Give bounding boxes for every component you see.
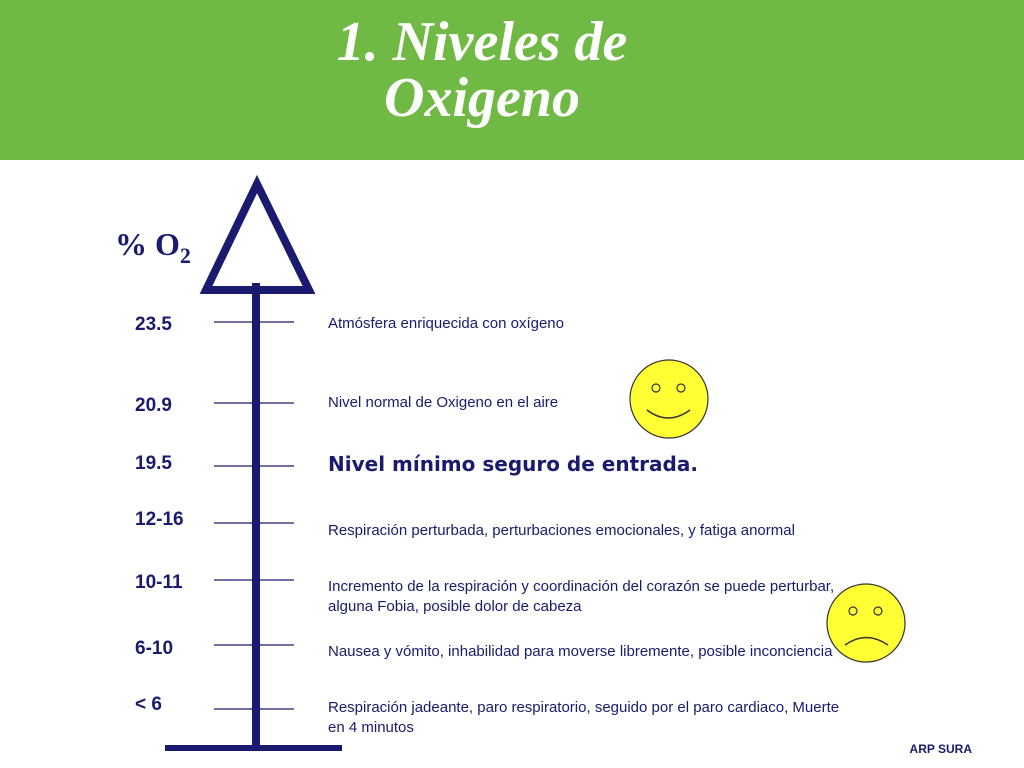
minimum-safe-level-description: Nivel mínimo seguro de entrada.	[328, 452, 698, 476]
level-value: 6-10	[135, 638, 174, 659]
smiley-face-icon	[629, 359, 709, 439]
level-description: Atmósfera enriquecida con oxígeno	[328, 315, 564, 332]
title-line-2: Oxigeno	[384, 67, 580, 129]
level-description: Respiración jadeante, paro respiratorio,…	[328, 699, 840, 736]
sad-face-icon	[826, 583, 906, 663]
level-value: < 6	[135, 694, 162, 715]
arrow-head	[199, 174, 316, 294]
oxygen-percent-prefix: % O	[115, 226, 180, 262]
level-description: Incremento de la respiración y coordinac…	[328, 578, 835, 615]
level-value: 23.5	[135, 314, 172, 335]
title-line-1: 1. Niveles de	[336, 11, 628, 73]
level-value: 12-16	[135, 509, 184, 530]
level-description: Nivel normal de Oxigeno en el aire	[328, 394, 559, 411]
footer-brand: ARP SURA	[909, 742, 972, 756]
level-description: Respiración perturbada, perturbaciones e…	[328, 522, 795, 539]
header-banner: 1. Niveles de Oxigeno	[0, 0, 1024, 160]
oxygen-percent-label: % O2	[115, 226, 191, 269]
level-description: Nausea y vómito, inhabilidad para movers…	[328, 643, 833, 660]
level-value: 19.5	[135, 453, 172, 474]
level-value: 20.9	[135, 395, 172, 416]
slide-title: 1. Niveles de Oxigeno	[0, 14, 964, 126]
level-value: 10-11	[135, 572, 183, 593]
oxygen-subscript: 2	[179, 243, 191, 268]
